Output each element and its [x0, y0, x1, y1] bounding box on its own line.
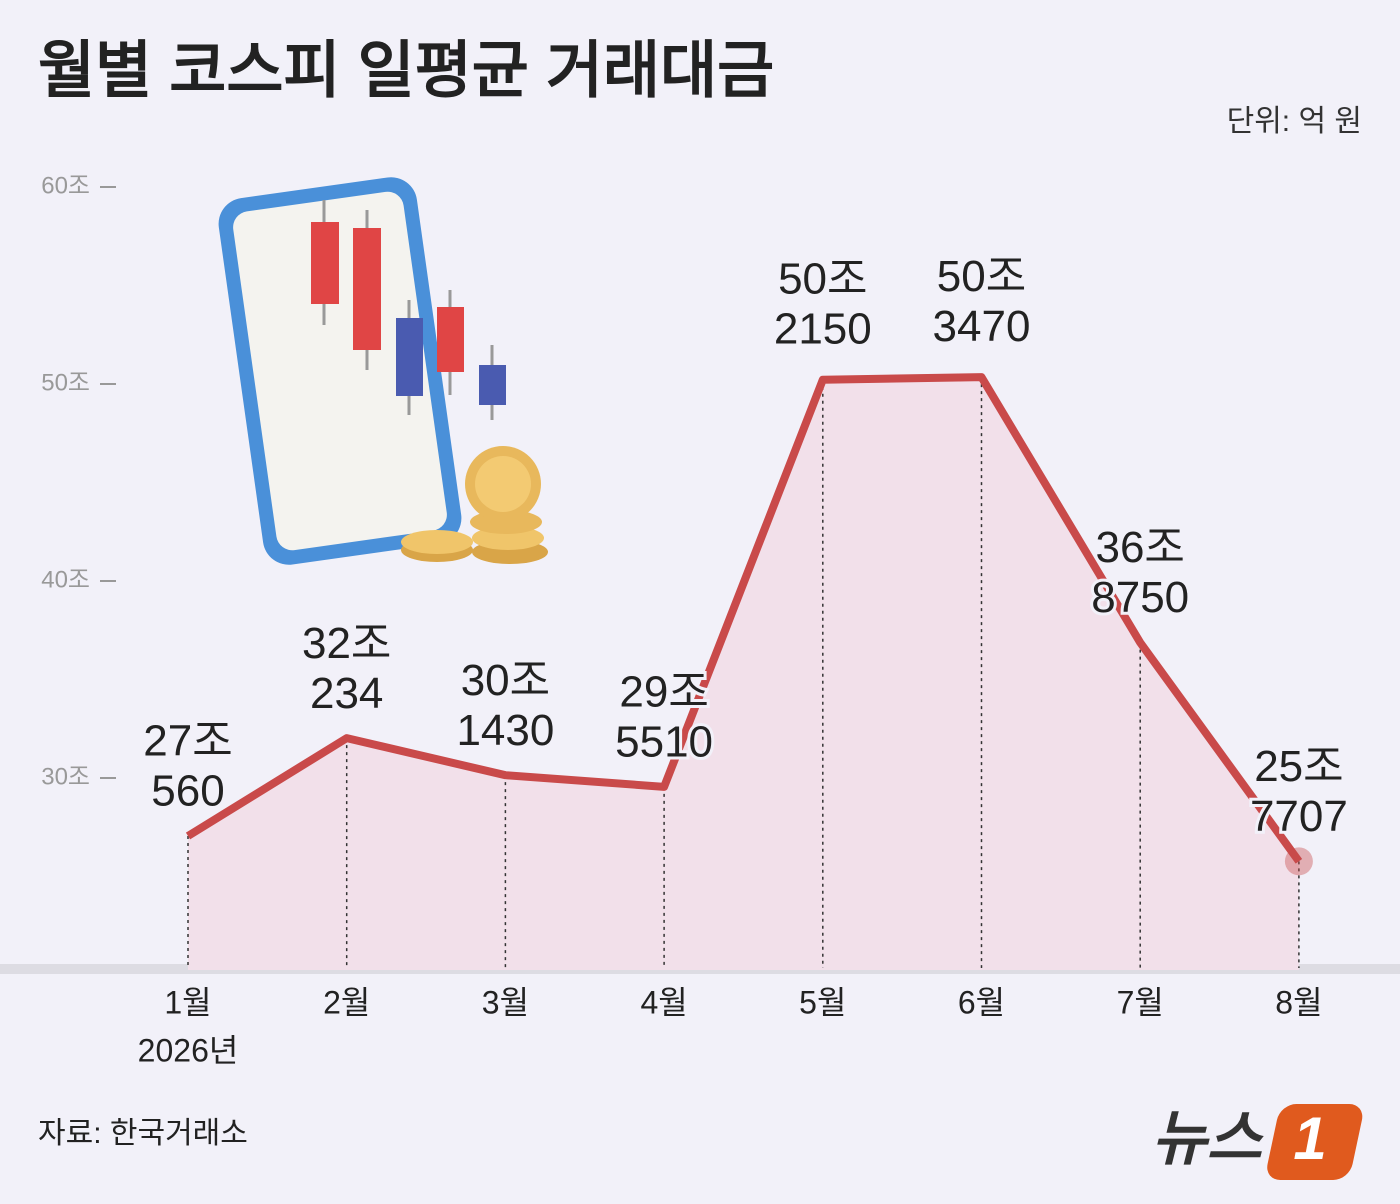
coin — [475, 456, 531, 512]
x-tick-label: 2월 — [323, 984, 370, 1020]
data-label: 1430 — [456, 706, 554, 755]
data-label: 32조 — [302, 619, 391, 668]
data-label: 50조 — [937, 252, 1026, 301]
x-tick-label: 6월 — [958, 984, 1005, 1020]
data-label: 30조 — [461, 656, 550, 705]
x-tick-label: 7월 — [1117, 984, 1164, 1020]
y-tick-label: 60조 — [41, 172, 90, 199]
data-label: 560 — [151, 767, 224, 816]
y-tick-label: 50조 — [41, 369, 90, 396]
y-tick-label: 40조 — [41, 566, 90, 593]
x-tick-label: 1월 — [164, 984, 211, 1020]
end-marker — [1284, 847, 1313, 876]
logo-badge-text: 1 — [1293, 1105, 1326, 1172]
candle — [437, 307, 464, 372]
data-label: 5510 — [615, 717, 713, 766]
data-label: 3470 — [933, 302, 1031, 351]
x-tick-label: 8월 — [1275, 984, 1322, 1020]
logo-badge — [1267, 1104, 1363, 1180]
logo-text: 뉴스 — [1152, 1105, 1265, 1172]
candle — [353, 228, 381, 350]
data-label: 2150 — [774, 304, 872, 353]
phone-screen — [233, 191, 447, 551]
x-tick-label: 5월 — [799, 984, 846, 1020]
x-tick-label: 4월 — [640, 984, 687, 1020]
unit-label: 단위: 억 원 — [1227, 105, 1362, 138]
chart-title: 월별 코스피 일평균 거래대금 — [38, 36, 774, 105]
source: 자료: 한국거래소 — [38, 1117, 248, 1150]
data-label: 234 — [310, 669, 383, 718]
data-label: 36조 — [1095, 523, 1184, 572]
candle — [479, 365, 506, 405]
coin — [401, 530, 473, 554]
x-year-label: 2026년 — [138, 1032, 239, 1068]
illustration — [218, 177, 548, 565]
data-label: 25조 — [1254, 742, 1343, 791]
area — [188, 377, 1299, 971]
data-label: 29조 — [619, 667, 708, 716]
data-label: 8750 — [1091, 573, 1189, 622]
data-label: 7707 — [1250, 792, 1348, 841]
data-label: 27조 — [143, 717, 232, 766]
logo: 뉴스 1 — [1152, 1104, 1363, 1180]
y-tick-label: 30조 — [41, 763, 90, 790]
data-label: 50조 — [778, 254, 867, 303]
candle — [396, 318, 423, 396]
candle — [311, 222, 339, 304]
line — [185, 373, 1303, 864]
x-tick-label: 3월 — [482, 984, 529, 1020]
